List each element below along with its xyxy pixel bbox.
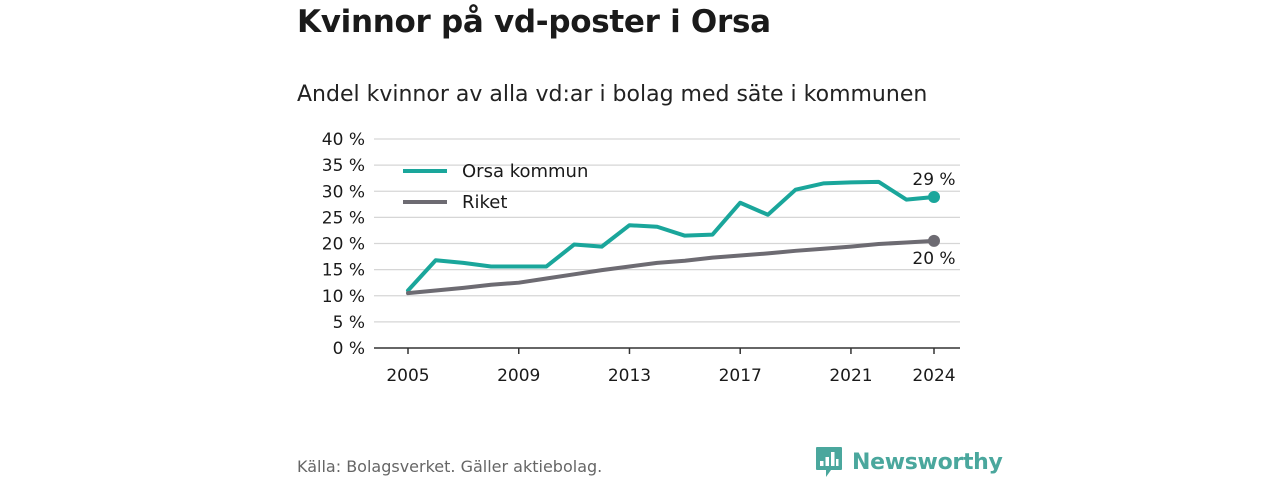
end-point-riket bbox=[928, 234, 940, 247]
legend-label-orsa: Orsa kommun bbox=[462, 161, 588, 182]
x-tick-label: 2021 bbox=[829, 366, 872, 386]
y-tick-label: 40 % bbox=[322, 130, 365, 150]
x-tick-label: 2017 bbox=[719, 366, 762, 386]
x-tick-label: 2009 bbox=[497, 366, 540, 386]
brand-name: Newsworthy bbox=[852, 449, 1003, 475]
chart-subtitle: Andel kvinnor av alla vd:ar i bolag med … bbox=[297, 82, 928, 107]
y-tick-label: 25 % bbox=[322, 208, 365, 228]
brand: Newsworthy bbox=[815, 446, 1003, 478]
y-tick-label: 5 % bbox=[333, 313, 365, 333]
series-line-orsa bbox=[406, 179, 936, 293]
end-label-orsa: 29 % bbox=[912, 170, 955, 190]
y-tick-label: 35 % bbox=[322, 156, 365, 176]
chart-title: Kvinnor på vd-poster i Orsa bbox=[297, 4, 771, 40]
x-tick-label: 2024 bbox=[912, 366, 955, 386]
y-tick-label: 10 % bbox=[322, 287, 365, 307]
x-tick-label: 2013 bbox=[608, 366, 651, 386]
y-tick-label: 15 % bbox=[322, 261, 365, 281]
end-label-riket: 20 % bbox=[912, 249, 955, 269]
y-tick-label: 20 % bbox=[322, 235, 365, 255]
y-tick-label: 30 % bbox=[322, 182, 365, 202]
end-point-orsa bbox=[928, 190, 940, 203]
source-note: Källa: Bolagsverket. Gäller aktiebolag. bbox=[297, 457, 603, 476]
y-tick-label: 0 % bbox=[333, 339, 365, 359]
newsworthy-logo-icon bbox=[816, 447, 842, 477]
x-tick-label: 2005 bbox=[386, 366, 429, 386]
series-line-riket bbox=[406, 238, 936, 296]
legend-label-riket: Riket bbox=[462, 192, 507, 213]
